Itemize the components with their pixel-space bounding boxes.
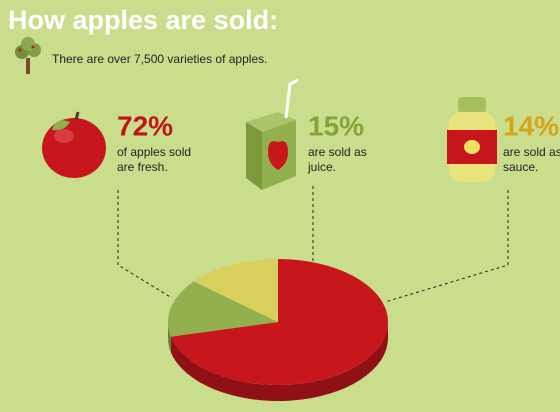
pie-slice: [170, 259, 388, 386]
pie-side: [170, 322, 388, 402]
tree-icon: [15, 37, 41, 74]
description: are fresh.: [117, 160, 168, 174]
description: are sold as: [503, 145, 560, 159]
description: juice.: [307, 160, 336, 174]
pie-slice: [193, 259, 278, 322]
subtitle: There are over 7,500 varieties of apples…: [52, 52, 267, 66]
description: sauce.: [503, 160, 538, 174]
description: are sold as: [308, 145, 367, 159]
pie-side: [168, 322, 171, 353]
value-label: 14%: [503, 110, 559, 141]
chart-title: How apples are sold:: [8, 5, 278, 35]
pie-slice: [167, 281, 278, 337]
connectors: [117, 186, 509, 303]
value-label: 15%: [308, 110, 364, 141]
apple-icon: [42, 111, 106, 178]
value-label: 72%: [117, 110, 173, 141]
description: of apples sold: [117, 145, 191, 159]
juice-icon: [246, 78, 299, 190]
jar-icon: [447, 97, 497, 182]
